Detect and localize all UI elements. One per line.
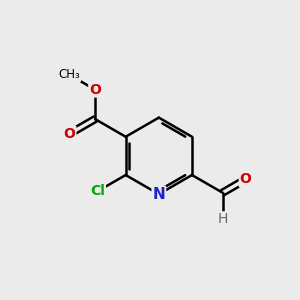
- Text: O: O: [64, 127, 76, 141]
- Text: O: O: [240, 172, 251, 186]
- Text: H: H: [218, 212, 228, 226]
- Text: O: O: [89, 82, 101, 97]
- Text: N: N: [152, 187, 165, 202]
- Text: Cl: Cl: [90, 184, 105, 198]
- Text: CH₃: CH₃: [59, 68, 80, 81]
